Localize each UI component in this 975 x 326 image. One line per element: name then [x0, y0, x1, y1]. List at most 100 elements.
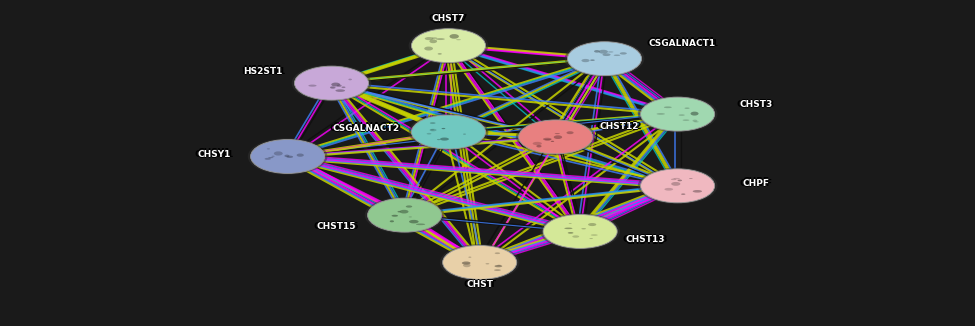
Ellipse shape [613, 54, 620, 56]
Ellipse shape [555, 133, 560, 134]
Ellipse shape [588, 223, 597, 226]
Text: CHPF: CHPF [742, 177, 769, 186]
Ellipse shape [519, 120, 593, 154]
Text: CSGALNACT2: CSGALNACT2 [332, 124, 399, 133]
Text: CHPF: CHPF [742, 179, 769, 188]
Ellipse shape [308, 84, 317, 87]
Text: CHST13: CHST13 [626, 237, 665, 246]
Ellipse shape [494, 269, 501, 271]
Ellipse shape [409, 216, 412, 217]
Text: CSGALNACT1: CSGALNACT1 [646, 38, 713, 48]
Ellipse shape [341, 86, 345, 88]
Ellipse shape [679, 114, 684, 116]
Text: CHPF: CHPF [739, 179, 766, 188]
Text: CHST15: CHST15 [320, 222, 359, 231]
Text: CHST: CHST [466, 279, 493, 288]
Ellipse shape [599, 50, 608, 54]
Ellipse shape [682, 120, 689, 121]
Ellipse shape [690, 111, 698, 116]
Ellipse shape [248, 138, 328, 175]
Ellipse shape [390, 220, 394, 222]
Ellipse shape [594, 50, 600, 52]
Ellipse shape [536, 145, 541, 147]
Text: CHST12: CHST12 [603, 122, 642, 131]
Text: CHST7: CHST7 [435, 14, 468, 23]
Ellipse shape [398, 211, 401, 213]
Ellipse shape [437, 139, 441, 140]
Ellipse shape [568, 223, 571, 224]
Text: HS2ST1: HS2ST1 [244, 65, 283, 74]
Ellipse shape [694, 121, 699, 122]
Ellipse shape [264, 158, 271, 160]
Text: CHST7: CHST7 [429, 14, 462, 23]
Text: CHST13: CHST13 [629, 235, 668, 244]
Ellipse shape [468, 257, 471, 258]
Ellipse shape [409, 114, 488, 150]
Ellipse shape [411, 115, 486, 149]
Text: CHST: CHST [466, 280, 493, 289]
Ellipse shape [429, 39, 437, 43]
Ellipse shape [494, 252, 500, 254]
Text: CHST3: CHST3 [739, 101, 772, 110]
Text: CHST15: CHST15 [317, 223, 356, 232]
Ellipse shape [274, 151, 283, 156]
Ellipse shape [620, 52, 627, 54]
Ellipse shape [638, 168, 718, 204]
Ellipse shape [589, 238, 593, 239]
Ellipse shape [543, 138, 552, 141]
Ellipse shape [554, 135, 563, 139]
Ellipse shape [641, 97, 715, 131]
Text: CHST15: CHST15 [317, 221, 356, 230]
Ellipse shape [543, 215, 617, 248]
Text: CHST: CHST [469, 280, 496, 289]
Text: CHST7: CHST7 [432, 13, 465, 22]
Ellipse shape [567, 232, 573, 234]
Ellipse shape [567, 42, 642, 76]
Ellipse shape [436, 38, 445, 40]
Text: CHST: CHST [466, 281, 493, 290]
Ellipse shape [335, 89, 345, 92]
Ellipse shape [684, 108, 689, 109]
Ellipse shape [581, 59, 590, 62]
Ellipse shape [497, 265, 501, 266]
Ellipse shape [438, 53, 442, 55]
Ellipse shape [416, 223, 425, 225]
Text: CSGALNACT2: CSGALNACT2 [332, 125, 399, 134]
Ellipse shape [365, 197, 445, 233]
Ellipse shape [268, 157, 274, 158]
Ellipse shape [565, 40, 644, 77]
Ellipse shape [678, 180, 682, 181]
Text: CSGALNACT1: CSGALNACT1 [649, 37, 716, 46]
Text: CSGALNACT1: CSGALNACT1 [649, 40, 716, 49]
Text: CHST12: CHST12 [597, 122, 636, 131]
Ellipse shape [331, 86, 335, 89]
Ellipse shape [336, 84, 341, 87]
Ellipse shape [590, 59, 595, 61]
Ellipse shape [400, 210, 409, 214]
Text: CHST12: CHST12 [600, 123, 639, 132]
Ellipse shape [671, 182, 681, 186]
Text: HS2ST1: HS2ST1 [247, 67, 286, 76]
Text: CHST3: CHST3 [739, 100, 772, 109]
Ellipse shape [671, 179, 677, 180]
Ellipse shape [463, 263, 471, 267]
Ellipse shape [427, 133, 432, 135]
Ellipse shape [271, 156, 275, 157]
Text: CSGALNACT1: CSGALNACT1 [652, 38, 719, 48]
Ellipse shape [462, 261, 471, 265]
Ellipse shape [411, 29, 486, 63]
Ellipse shape [332, 82, 340, 86]
Ellipse shape [406, 205, 412, 208]
Text: CSGALNACT2: CSGALNACT2 [332, 122, 399, 131]
Ellipse shape [516, 119, 596, 155]
Text: CHPF: CHPF [742, 180, 769, 189]
Ellipse shape [287, 156, 293, 158]
Ellipse shape [410, 220, 418, 223]
Ellipse shape [572, 235, 579, 238]
Ellipse shape [581, 228, 586, 229]
Ellipse shape [443, 245, 517, 279]
Text: CHST13: CHST13 [626, 235, 665, 244]
Text: CHSY1: CHSY1 [195, 150, 228, 159]
Text: CHST12: CHST12 [600, 122, 639, 131]
Ellipse shape [692, 190, 702, 193]
